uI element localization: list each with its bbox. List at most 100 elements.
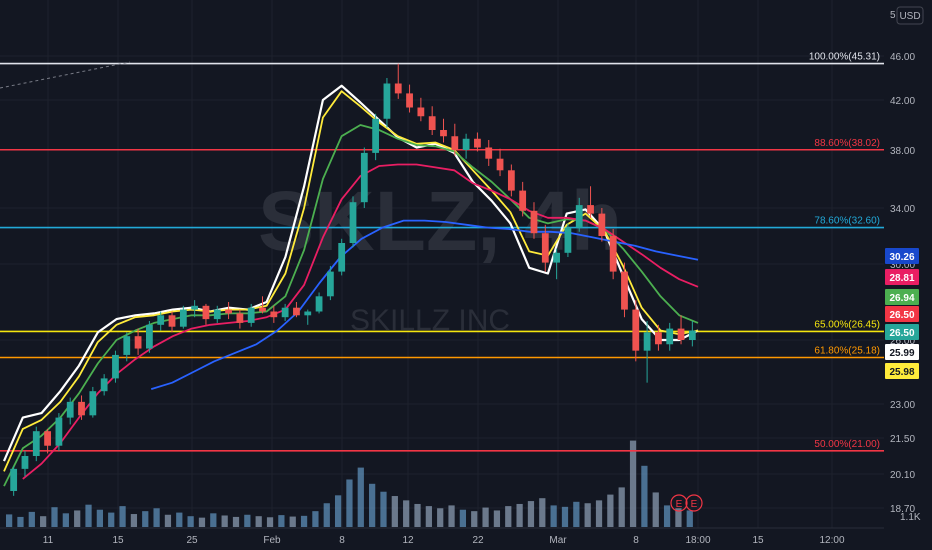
candle-body (485, 147, 493, 159)
time-tick-label: 25 (186, 535, 198, 546)
time-tick-label: 15 (752, 535, 764, 546)
volume-bar (108, 512, 115, 527)
volume-bar (232, 516, 240, 527)
candle-body (168, 315, 176, 327)
volume-bar (40, 516, 47, 527)
volume-bar (448, 505, 455, 527)
price-tag (885, 363, 919, 379)
volume-bar (652, 492, 659, 527)
volume-bar (641, 465, 648, 527)
moving-averages (2, 84, 699, 487)
volume-bar (357, 467, 364, 527)
candle-body (428, 116, 436, 130)
price-tick-label: 23.00 (890, 400, 915, 411)
volume-bar (471, 511, 478, 527)
volume-bar (539, 498, 546, 527)
price-tag (885, 306, 919, 322)
candle-body (553, 252, 560, 263)
volume-bar (210, 513, 217, 527)
candle-body (326, 271, 334, 297)
volume-bar (17, 516, 24, 527)
volume-bar (584, 503, 591, 527)
fib-level-label: 88.60%(38.02) (814, 138, 880, 149)
volume-bar (221, 515, 228, 527)
candle-body (541, 233, 549, 263)
time-axis[interactable]: 11 15 25 Feb 8 12 22 Mar 8 18:00 15 12:00 (0, 527, 932, 550)
time-tick-label: Feb (263, 535, 281, 546)
trend-line-dashed[interactable] (0, 61, 131, 89)
volume-bar (334, 495, 342, 527)
volume-bar (482, 507, 489, 527)
candle-body (123, 336, 131, 355)
volume-bar (187, 516, 194, 527)
volume-bar (414, 503, 421, 527)
candle-body (440, 130, 447, 137)
volume-bar (85, 504, 92, 527)
price-tag (885, 344, 919, 360)
volume-bar (300, 515, 308, 527)
currency-button[interactable] (896, 6, 924, 25)
currency-label: USD (899, 11, 920, 22)
volume-bar (505, 506, 512, 527)
time-tick-label: 11 (43, 535, 54, 546)
price-tick-label: 30.00 (890, 260, 915, 271)
earnings-event-label: E (691, 499, 698, 510)
candle-body (372, 118, 380, 153)
price-tag-label: 25.98 (889, 367, 914, 378)
volume-bar (176, 512, 183, 527)
candle-body (315, 296, 323, 312)
volume-bar (403, 500, 410, 527)
candle-body (417, 107, 425, 117)
candle-body (100, 378, 108, 392)
candle-body (462, 138, 470, 150)
volume-bar (607, 494, 614, 527)
candle-body (575, 205, 583, 228)
candle-body (236, 313, 244, 323)
candle-body (89, 391, 97, 416)
candle-body (564, 227, 572, 253)
volume-bar (629, 440, 637, 527)
candle-body (21, 456, 29, 469)
volume-bar (618, 487, 625, 527)
price-tick-label: 42.00 (890, 96, 915, 107)
price-tag-label: 25.99 (889, 348, 914, 359)
price-scale-top-label: 5 (890, 10, 896, 21)
volume-bar (369, 483, 376, 527)
volume-bar (51, 507, 58, 527)
price-tick-label: 18.70 (890, 504, 915, 515)
candle-body (55, 417, 63, 446)
price-tick-label: 46.00 (890, 52, 915, 63)
candle-body (338, 243, 346, 272)
volume-bar (323, 503, 330, 527)
volume-bar (595, 500, 603, 527)
candle-body (496, 158, 504, 171)
volume-bar (119, 506, 126, 527)
candle-body (213, 309, 221, 320)
candle-body (598, 213, 606, 236)
candle-body (360, 152, 368, 203)
volume-bar (153, 508, 160, 527)
candle-body (225, 309, 232, 314)
candlesticks (10, 63, 696, 496)
price-tag (885, 248, 919, 264)
fib-level-label: 50.00%(21.00) (814, 439, 880, 450)
candle-body (474, 138, 481, 148)
candle-body (530, 210, 538, 234)
fib-level-label: 100.00%(45.31) (809, 52, 880, 63)
price-tick-label: 26.00 (890, 336, 915, 347)
candle-body (32, 431, 40, 456)
candle-body (406, 93, 413, 108)
price-tag-label: 28.81 (889, 273, 914, 284)
candle-body (394, 83, 402, 94)
volume-bar (198, 517, 206, 527)
time-tick-label: 15 (112, 535, 124, 546)
candle-body (270, 311, 278, 318)
volume-bar (28, 511, 35, 527)
candle-body (655, 332, 662, 345)
volume-bar (437, 508, 444, 527)
candle-body (677, 328, 685, 340)
time-tick-label: 18:00 (685, 535, 710, 546)
